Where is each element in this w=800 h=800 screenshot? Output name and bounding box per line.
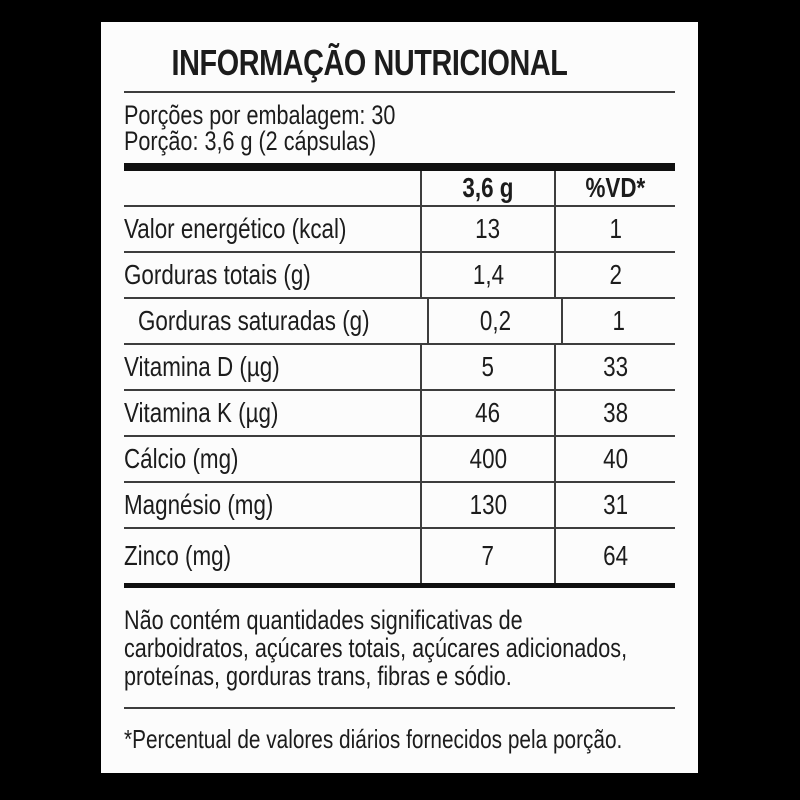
row-label: Cálcio (mg) — [124, 443, 239, 474]
row-amount: 400 — [420, 437, 554, 481]
header-nutrient-blank — [124, 171, 420, 205]
nutrition-label-panel: INFORMAÇÃO NUTRICIONAL Porções por embal… — [101, 22, 698, 773]
footnote-text: *Percentual de valores diários fornecido… — [124, 724, 623, 754]
table-header-row: 3,6 g %VD* — [124, 171, 675, 205]
disclaimer-line-3: proteínas, gorduras trans, fibras e sódi… — [124, 661, 512, 691]
row-amount: 1,4 — [420, 253, 554, 297]
row-amount: 5 — [420, 345, 554, 389]
serving-info: Porções por embalagem: 30 Porção: 3,6 g … — [124, 93, 675, 156]
header-amount: 3,6 g — [420, 171, 554, 205]
row-daily-value: 40 — [554, 437, 675, 481]
row-daily-value: 38 — [554, 391, 675, 435]
header-daily-value: %VD* — [554, 171, 675, 205]
row-label: Valor energético (kcal) — [124, 213, 347, 244]
row-daily-value: 1 — [561, 299, 675, 343]
row-label: Vitamina D (µg) — [124, 351, 280, 382]
row-label: Gorduras totais (g) — [124, 259, 311, 290]
disclaimer-text: Não contém quantidades significativas de… — [124, 606, 675, 690]
row-amount: 130 — [420, 483, 554, 527]
row-daily-value: 1 — [554, 207, 675, 251]
page-title-text: INFORMAÇÃO NUTRICIONAL — [171, 42, 568, 83]
table-row-calcium: Cálcio (mg) 400 40 — [124, 435, 675, 481]
table-row-zinc: Zinco (mg) 7 64 — [124, 527, 675, 583]
table-row-energy: Valor energético (kcal) 13 1 — [124, 205, 675, 251]
servings-per-package: Porções por embalagem: 30 — [124, 100, 396, 130]
label-header: INFORMAÇÃO NUTRICIONAL — [124, 22, 675, 93]
table-row-vitamin-d: Vitamina D (µg) 5 33 — [124, 343, 675, 389]
table-top-bar — [124, 163, 675, 171]
table-row-total-fat: Gorduras totais (g) 1,4 2 — [124, 251, 675, 297]
table-row-saturated-fat: Gorduras saturadas (g) 0,2 1 — [124, 297, 675, 343]
row-amount: 13 — [420, 207, 554, 251]
nutrition-table: 3,6 g %VD* Valor energético (kcal) 13 1 … — [124, 171, 675, 583]
row-label: Gorduras saturadas (g) — [138, 305, 370, 336]
row-label: Magnésio (mg) — [124, 489, 274, 520]
row-label: Zinco (mg) — [124, 540, 232, 571]
page-title: INFORMAÇÃO NUTRICIONAL — [94, 43, 645, 83]
row-daily-value: 2 — [554, 253, 675, 297]
row-amount: 7 — [420, 529, 554, 583]
row-daily-value: 31 — [554, 483, 675, 527]
footnote-divider — [124, 707, 675, 709]
table-bottom-bar — [124, 583, 675, 588]
row-amount: 0,2 — [427, 299, 561, 343]
table-row-vitamin-k: Vitamina K (µg) 46 38 — [124, 389, 675, 435]
disclaimer-line-1: Não contém quantidades significativas de — [124, 605, 523, 635]
serving-size: Porção: 3,6 g (2 cápsulas) — [124, 126, 377, 156]
disclaimer-line-2: carboidratos, açúcares totais, açúcares … — [124, 633, 628, 663]
table-row-magnesium: Magnésio (mg) 130 31 — [124, 481, 675, 527]
row-label: Vitamina K (µg) — [124, 397, 279, 428]
row-daily-value: 33 — [554, 345, 675, 389]
row-daily-value: 64 — [554, 529, 675, 583]
row-amount: 46 — [420, 391, 554, 435]
